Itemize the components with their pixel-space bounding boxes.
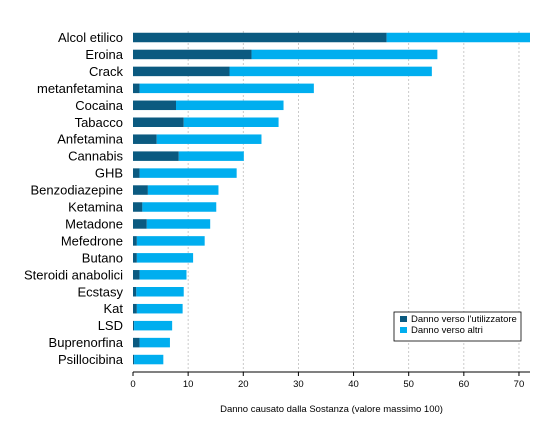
- category-label: LSD: [98, 318, 123, 333]
- category-label: Crack: [89, 64, 123, 79]
- bar-user-0: [133, 32, 387, 43]
- bar-others-1: [251, 49, 438, 60]
- category-label: Benzodiazepine: [30, 183, 123, 198]
- bar-user-14: [133, 270, 140, 280]
- x-tick-label: 20: [238, 379, 249, 390]
- bar-others-4: [176, 100, 284, 111]
- bars: [133, 32, 530, 365]
- bar-user-15: [133, 287, 137, 297]
- category-label: Butano: [82, 250, 123, 265]
- bar-user-2: [133, 66, 230, 77]
- bar-user-17: [133, 320, 135, 331]
- bar-user-13: [133, 253, 137, 263]
- bar-user-7: [133, 151, 179, 161]
- category-label: metanfetamina: [37, 81, 124, 96]
- x-tick-label: 10: [183, 379, 194, 390]
- x-tick-label: 50: [403, 379, 414, 390]
- bar-user-8: [133, 168, 140, 178]
- bar-user-18: [133, 337, 140, 348]
- legend-swatch-user: [400, 316, 407, 322]
- category-label: Steroidi anabolici: [24, 267, 123, 282]
- legend-swatch-others: [400, 327, 407, 333]
- x-ticks: 0 10 20 30 40 50 60 70: [130, 372, 524, 390]
- bar-user-9: [133, 185, 148, 195]
- x-axis-title: Danno causato dalla Sostanza (valore mas…: [220, 404, 443, 415]
- x-tick-label: 70: [514, 379, 525, 390]
- x-tick-label: 30: [293, 379, 304, 390]
- bar-user-1: [133, 49, 252, 60]
- legend-label-others: Danno verso altri: [411, 325, 483, 336]
- bar-user-11: [133, 219, 147, 229]
- bar-others-10: [142, 202, 217, 212]
- bar-others-6: [156, 134, 262, 144]
- bar-others-3: [139, 83, 314, 94]
- bar-others-15: [136, 287, 184, 297]
- bar-user-3: [133, 83, 140, 94]
- category-label: Eroina: [85, 47, 123, 62]
- legend-box: [393, 311, 522, 342]
- category-label: Ecstasy: [77, 284, 123, 299]
- category-label: Ketamina: [68, 200, 124, 215]
- x-axis: 0 10 20 30 40 50 60 70: [130, 371, 530, 390]
- bar-user-5: [133, 117, 184, 127]
- bar-others-5: [183, 117, 279, 127]
- bar-user-12: [133, 236, 137, 246]
- category-label: Buprenorfina: [49, 335, 124, 350]
- bar-others-13: [136, 253, 194, 263]
- bar-user-19: [133, 354, 135, 365]
- bar-others-7: [178, 151, 244, 161]
- category-label: Tabacco: [75, 115, 123, 130]
- category-label: Anfetamina: [57, 132, 124, 147]
- category-label: Alcol etilico: [58, 30, 123, 45]
- category-label: Kat: [103, 301, 123, 316]
- category-labels: Alcol etilico Eroina Crack metanfetamina Coc…: [24, 30, 124, 367]
- bar-others-8: [139, 168, 237, 178]
- bar-user-10: [133, 202, 143, 212]
- bar-others-19: [134, 354, 164, 365]
- legend-label-user: Danno verso l'utilizzatore: [411, 314, 517, 325]
- category-label: Mefedrone: [61, 233, 123, 248]
- bar-others-0: [386, 32, 530, 43]
- category-label: GHB: [95, 166, 123, 181]
- category-label: Cannabis: [68, 149, 123, 164]
- x-tick-label: 0: [130, 379, 135, 390]
- x-tick-label: 60: [459, 379, 470, 390]
- category-label: Cocaina: [75, 98, 123, 113]
- bar-user-4: [133, 100, 177, 111]
- x-tick-label: 40: [348, 379, 359, 390]
- bar-others-18: [139, 337, 170, 348]
- bar-others-2: [229, 66, 432, 77]
- bar-others-14: [139, 270, 187, 280]
- bar-others-11: [146, 219, 211, 229]
- bar-others-12: [136, 236, 205, 246]
- category-label: Psillocibina: [58, 352, 124, 367]
- bar-others-9: [147, 185, 219, 195]
- bar-others-17: [134, 320, 173, 331]
- legend: Danno verso l'utilizzatore Danno verso a…: [393, 311, 522, 342]
- bar-others-16: [136, 303, 183, 314]
- bar-user-16: [133, 303, 137, 314]
- bar-user-6: [133, 134, 157, 144]
- category-label: Metadone: [65, 216, 123, 231]
